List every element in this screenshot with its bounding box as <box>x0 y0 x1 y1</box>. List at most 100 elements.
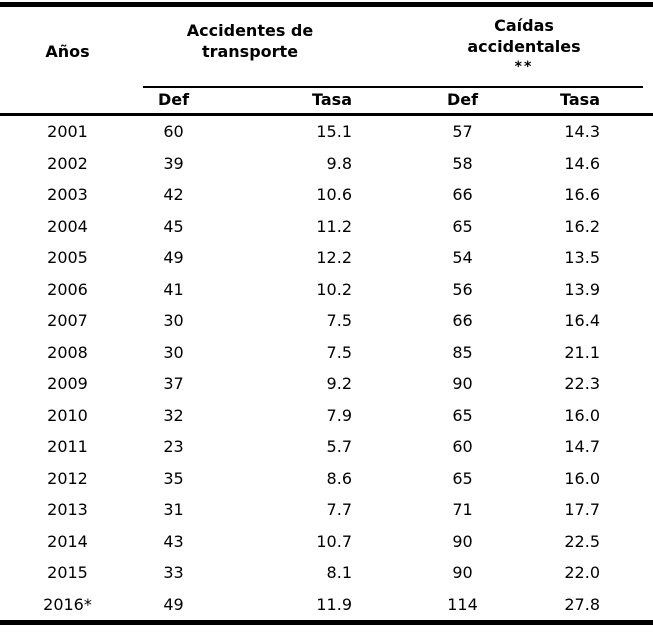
falls-def-cell: 60 <box>452 437 473 457</box>
falls-def-cell: 56 <box>452 279 473 299</box>
falls-def-cell: 65 <box>452 216 473 236</box>
falls-tasa-cell: 13.9 <box>564 279 600 299</box>
year-cell: 2005 <box>47 248 88 268</box>
year-cell: 2010 <box>47 405 88 425</box>
year-cell: 2015 <box>47 563 88 583</box>
transport-tasa-cell: 8.1 <box>326 563 352 583</box>
table-row: 2001 60 15.1 57 14.3 <box>0 116 653 148</box>
falls-def-cell: 54 <box>452 248 473 268</box>
years-column-header: Años <box>45 41 90 61</box>
falls-tasa-cell: 14.6 <box>564 153 600 173</box>
table-row: 2016* 49 11.9 114 27.8 <box>0 589 653 621</box>
transport-def-cell: 31 <box>163 500 184 520</box>
table-row: 2010 32 7.9 65 16.0 <box>0 400 653 432</box>
falls-def-cell: 90 <box>452 374 473 394</box>
falls-def-cell: 65 <box>452 405 473 425</box>
transport-tasa-cell: 9.8 <box>326 153 352 173</box>
falls-tasa-cell: 22.5 <box>564 531 600 551</box>
falls-def-cell: 65 <box>452 468 473 488</box>
falls-tasa-cell: 21.1 <box>564 342 600 362</box>
year-cell: 2014 <box>47 531 88 551</box>
year-cell: 2011 <box>47 437 88 457</box>
year-cell: 2006 <box>47 279 88 299</box>
transport-def-cell: 39 <box>163 153 184 173</box>
year-cell: 2001 <box>47 122 88 142</box>
falls-tasa-cell: 16.4 <box>564 311 600 331</box>
falls-tasa-cell: 14.3 <box>564 122 600 142</box>
falls-def-cell: 114 <box>447 594 478 614</box>
transport-tasa-cell: 8.6 <box>326 468 352 488</box>
table-row: 2015 33 8.1 90 22.0 <box>0 557 653 589</box>
falls-footnote-marker: ** <box>514 59 534 75</box>
table-row: 2009 37 9.2 90 22.3 <box>0 368 653 400</box>
transport-def-cell: 42 <box>163 185 184 205</box>
falls-tasa-cell: 14.7 <box>564 437 600 457</box>
year-cell: 2003 <box>47 185 88 205</box>
transport-accidents-group-header: Accidentes de transporte <box>135 7 365 86</box>
falls-tasa-cell: 16.0 <box>564 405 600 425</box>
transport-def-cell: 41 <box>163 279 184 299</box>
falls-def-cell: 71 <box>452 500 473 520</box>
falls-def-cell: 57 <box>452 122 473 142</box>
transport-def-cell: 49 <box>163 594 184 614</box>
transport-tasa-cell: 12.2 <box>316 248 352 268</box>
table-row: 2003 42 10.6 66 16.6 <box>0 179 653 211</box>
table-row: 2011 23 5.7 60 14.7 <box>0 431 653 463</box>
falls-def-cell: 66 <box>452 311 473 331</box>
year-cell: 2012 <box>47 468 88 488</box>
table-row: 2012 35 8.6 65 16.0 <box>0 463 653 495</box>
year-cell: 2008 <box>47 342 88 362</box>
accidental-falls-group-title: Caídas accidentales <box>467 16 581 56</box>
year-cell: 2016* <box>43 594 92 614</box>
falls-tasa-cell: 17.7 <box>564 500 600 520</box>
falls-def-cell: 66 <box>452 185 473 205</box>
table-row: 2002 39 9.8 58 14.6 <box>0 148 653 180</box>
falls-tasa-cell: 22.3 <box>564 374 600 394</box>
transport-tasa-cell: 7.5 <box>326 342 352 362</box>
year-cell: 2007 <box>47 311 88 331</box>
falls-tasa-cell: 13.5 <box>564 248 600 268</box>
transport-tasa-cell: 10.2 <box>316 279 352 299</box>
falls-def-cell: 58 <box>452 153 473 173</box>
group-header-underline-rule <box>143 86 643 88</box>
transport-def-cell: 49 <box>163 248 184 268</box>
transport-def-cell: 30 <box>163 311 184 331</box>
transport-tasa-cell: 7.9 <box>326 405 352 425</box>
table-row: 2008 30 7.5 85 21.1 <box>0 337 653 369</box>
falls-tasa-cell: 16.6 <box>564 185 600 205</box>
falls-def-cell: 90 <box>452 563 473 583</box>
table-row: 2006 41 10.2 56 13.9 <box>0 274 653 306</box>
transport-tasa-cell: 10.7 <box>316 531 352 551</box>
transport-tasa-cell: 5.7 <box>326 437 352 457</box>
falls-tasa-cell: 16.2 <box>564 216 600 236</box>
table-row: 2007 30 7.5 66 16.4 <box>0 305 653 337</box>
falls-tasa-cell: 22.0 <box>564 563 600 583</box>
table-header-grid: Años Accidentes de transporte Caídas acc… <box>0 7 653 113</box>
transport-def-cell: 43 <box>163 531 184 551</box>
transport-tasa-cell: 11.9 <box>316 594 352 614</box>
transport-def-cell: 23 <box>163 437 184 457</box>
table-body: 2001 60 15.1 57 14.3 2002 39 9.8 58 14.6… <box>0 116 653 625</box>
transport-def-cell: 30 <box>163 342 184 362</box>
table-row: 2013 31 7.7 71 17.7 <box>0 494 653 526</box>
year-cell: 2013 <box>47 500 88 520</box>
transport-tasa-column-header: Tasa <box>312 90 352 109</box>
transport-def-cell: 45 <box>163 216 184 236</box>
transport-tasa-cell: 15.1 <box>316 122 352 142</box>
falls-def-cell: 90 <box>452 531 473 551</box>
falls-tasa-cell: 16.0 <box>564 468 600 488</box>
transport-def-cell: 60 <box>163 122 184 142</box>
falls-tasa-column-header: Tasa <box>560 90 600 109</box>
transport-def-cell: 37 <box>163 374 184 394</box>
transport-tasa-cell: 11.2 <box>316 216 352 236</box>
year-cell: 2009 <box>47 374 88 394</box>
falls-tasa-cell: 27.8 <box>564 594 600 614</box>
transport-def-cell: 35 <box>163 468 184 488</box>
transport-tasa-cell: 7.7 <box>326 500 352 520</box>
transport-def-cell: 33 <box>163 563 184 583</box>
year-cell: 2004 <box>47 216 88 236</box>
table-row: 2005 49 12.2 54 13.5 <box>0 242 653 274</box>
falls-def-column-header: Def <box>446 90 479 109</box>
